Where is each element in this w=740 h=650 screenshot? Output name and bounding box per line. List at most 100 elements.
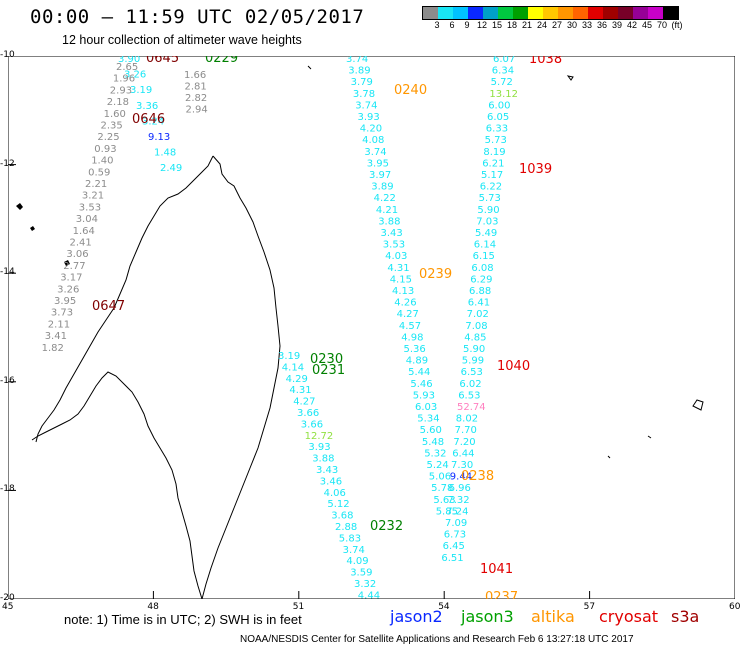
pass-time-label: 1038 bbox=[529, 56, 562, 67]
wave-height-label: 6.08 bbox=[471, 263, 493, 274]
color-scale-tick: 6 bbox=[449, 20, 455, 30]
legend-item: jason3 bbox=[461, 607, 514, 626]
color-swatch bbox=[633, 7, 648, 19]
wave-height-label: 3.93 bbox=[358, 112, 380, 123]
wave-height-label: 3.90 bbox=[118, 56, 140, 65]
wave-height-label: 2.41 bbox=[70, 238, 92, 249]
page-subtitle: 12 hour collection of altimeter wave hei… bbox=[62, 33, 302, 47]
pass-time-label: 1039 bbox=[519, 162, 552, 177]
wave-height-label: 4.31 bbox=[289, 385, 311, 396]
comoros-islands bbox=[16, 203, 70, 266]
latitude-label: -16 bbox=[0, 375, 15, 386]
color-swatch bbox=[648, 7, 663, 19]
wave-height-label: 4.20 bbox=[360, 124, 382, 135]
wave-height-label: 6.15 bbox=[473, 251, 495, 262]
wave-height-label: 4.89 bbox=[406, 356, 428, 367]
wave-height-label: 7.20 bbox=[453, 437, 475, 448]
wave-height-label: 1.40 bbox=[91, 156, 113, 167]
wave-height-label: 7.32 bbox=[447, 495, 469, 506]
color-scale-tick: 15 bbox=[491, 20, 503, 30]
color-scale-tick: 12 bbox=[476, 20, 488, 30]
wave-height-label: 4.21 bbox=[376, 205, 398, 216]
wave-height-label: 4.27 bbox=[293, 397, 315, 408]
wave-height-label: 3.43 bbox=[316, 465, 338, 476]
latitude-label: -10 bbox=[0, 50, 15, 60]
wave-height-label: 5.44 bbox=[408, 367, 430, 378]
pass-time-label: 0645 bbox=[146, 56, 179, 66]
color-swatch bbox=[618, 7, 633, 19]
wave-height-label: 8.02 bbox=[456, 414, 478, 425]
longitude-label: 57 bbox=[583, 602, 596, 612]
wave-height-label: 3.19 bbox=[278, 351, 300, 362]
wave-height-label: 2.11 bbox=[48, 319, 70, 330]
wave-height-label: 3.89 bbox=[371, 182, 393, 193]
legend-item: jason2 bbox=[390, 607, 443, 626]
wave-height-label: 5.63 bbox=[433, 495, 455, 506]
pass-time-label: 0238 bbox=[461, 469, 494, 484]
wave-height-label: 3.43 bbox=[381, 228, 403, 239]
longitude-label: 54 bbox=[438, 602, 450, 612]
color-swatch bbox=[528, 7, 543, 19]
wave-height-label: 2.49 bbox=[160, 163, 182, 174]
wave-height-label: 4.06 bbox=[324, 488, 346, 499]
wave-height-label: 6.53 bbox=[461, 367, 483, 378]
longitude-label: 48 bbox=[147, 602, 159, 612]
wave-height-label: 3.32 bbox=[354, 579, 376, 590]
wave-height-label: 5.48 bbox=[422, 437, 444, 448]
wave-height-label: 3.26 bbox=[124, 70, 146, 81]
wave-height-label: 5.32 bbox=[424, 448, 446, 459]
wave-height-label: 2.77 bbox=[63, 261, 85, 272]
wave-height-label: 3.41 bbox=[45, 331, 67, 342]
wave-height-label: 5.12 bbox=[327, 499, 349, 510]
wave-height-label: 3.78 bbox=[353, 89, 375, 100]
wave-height-label: 5.90 bbox=[463, 344, 485, 355]
wave-height-label: 7.70 bbox=[455, 425, 477, 436]
color-scale-tick: 18 bbox=[506, 20, 518, 30]
longitude-label: 45 bbox=[2, 602, 14, 612]
wave-height-label: 2.35 bbox=[101, 121, 123, 132]
pass-time-label: 0647 bbox=[92, 299, 125, 314]
wave-height-label: 3.26 bbox=[57, 284, 79, 295]
wave-height-label: 3.88 bbox=[378, 216, 400, 227]
color-swatch bbox=[573, 7, 588, 19]
legend-item: altika bbox=[531, 607, 575, 626]
wave-height-label: 7.08 bbox=[465, 321, 487, 332]
pass-time-label: 0230 bbox=[310, 352, 343, 367]
wave-height-label: 3.74 bbox=[364, 147, 386, 158]
color-scale-tick: 30 bbox=[566, 20, 578, 30]
wave-height-label: 3.59 bbox=[350, 568, 372, 579]
wave-height-label: 5.34 bbox=[417, 414, 439, 425]
wave-height-label: 6.14 bbox=[474, 240, 496, 251]
color-scale-tick: 27 bbox=[551, 20, 563, 30]
wave-height-label: 5.24 bbox=[427, 460, 449, 471]
pass-time-label: 0240 bbox=[394, 83, 427, 98]
color-scale-tick: 33 bbox=[581, 20, 593, 30]
wave-height-label: 6.03 bbox=[415, 402, 437, 413]
wave-height-label: 7.02 bbox=[467, 309, 489, 320]
wave-height-label: 4.14 bbox=[282, 362, 304, 373]
wave-height-label: 4.27 bbox=[397, 309, 419, 320]
wave-height-label: 12.72 bbox=[305, 431, 334, 442]
color-scale-tick: 45 bbox=[641, 20, 653, 30]
seychelles-islands bbox=[307, 65, 704, 459]
pass-time-label: 0646 bbox=[132, 112, 165, 127]
wave-height-label: 3.17 bbox=[60, 273, 82, 284]
wave-height-label: 3.88 bbox=[312, 454, 334, 465]
color-scale-tick: 9 bbox=[464, 20, 470, 30]
wave-height-label: 8.19 bbox=[483, 147, 505, 158]
color-swatch bbox=[453, 7, 468, 19]
wave-height-label: 3.24 bbox=[142, 116, 164, 127]
color-swatch bbox=[663, 7, 678, 19]
wave-height-label: 2.21 bbox=[85, 179, 107, 190]
wave-height-label: 5.73 bbox=[479, 193, 501, 204]
wave-height-label: 5.36 bbox=[404, 344, 426, 355]
credit-line: NOAA/NESDIS Center for Satellite Applica… bbox=[240, 634, 634, 645]
wave-height-label: 4.22 bbox=[374, 193, 396, 204]
latitude-label: -14 bbox=[0, 267, 15, 278]
wave-height-label: 9.13 bbox=[148, 132, 170, 143]
wave-height-label: 3.73 bbox=[51, 308, 73, 319]
color-scale-tick: 36 bbox=[596, 20, 608, 30]
wave-height-label: 5.49 bbox=[475, 228, 497, 239]
wave-height-label: 5.85 bbox=[436, 506, 458, 517]
